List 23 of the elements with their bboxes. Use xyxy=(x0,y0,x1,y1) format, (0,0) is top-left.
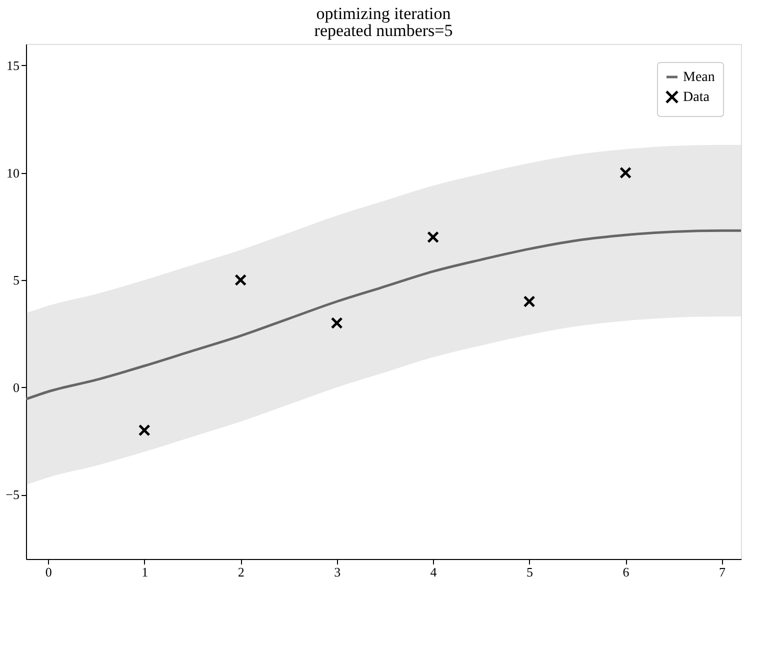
y-tick-label: 10 xyxy=(6,165,20,180)
x-tick-label: 3 xyxy=(334,564,341,580)
y-tick-label: 5 xyxy=(13,272,20,288)
y-tick-label: 15 xyxy=(6,58,20,73)
legend-label: Mean xyxy=(683,70,715,85)
x-tick-label: 7 xyxy=(719,564,726,580)
legend-label: Data xyxy=(683,90,710,105)
line-series xyxy=(26,229,741,400)
point xyxy=(138,424,150,436)
y-tick-label: 0 xyxy=(13,380,20,395)
point xyxy=(330,316,343,329)
x-tick-label: 4 xyxy=(430,564,438,580)
y-tick-label: −5 xyxy=(6,487,20,502)
x-tick-label: 5 xyxy=(526,564,534,580)
point xyxy=(523,296,536,308)
x-tick-label: 0 xyxy=(45,564,52,580)
x-tick-label: 1 xyxy=(142,564,148,580)
point xyxy=(620,166,632,179)
x-tick-label: 6 xyxy=(622,564,630,580)
x-tick-label: 2 xyxy=(238,564,244,580)
chart-title: optimizing iteration xyxy=(316,4,452,23)
point xyxy=(234,274,247,286)
point xyxy=(427,231,440,244)
